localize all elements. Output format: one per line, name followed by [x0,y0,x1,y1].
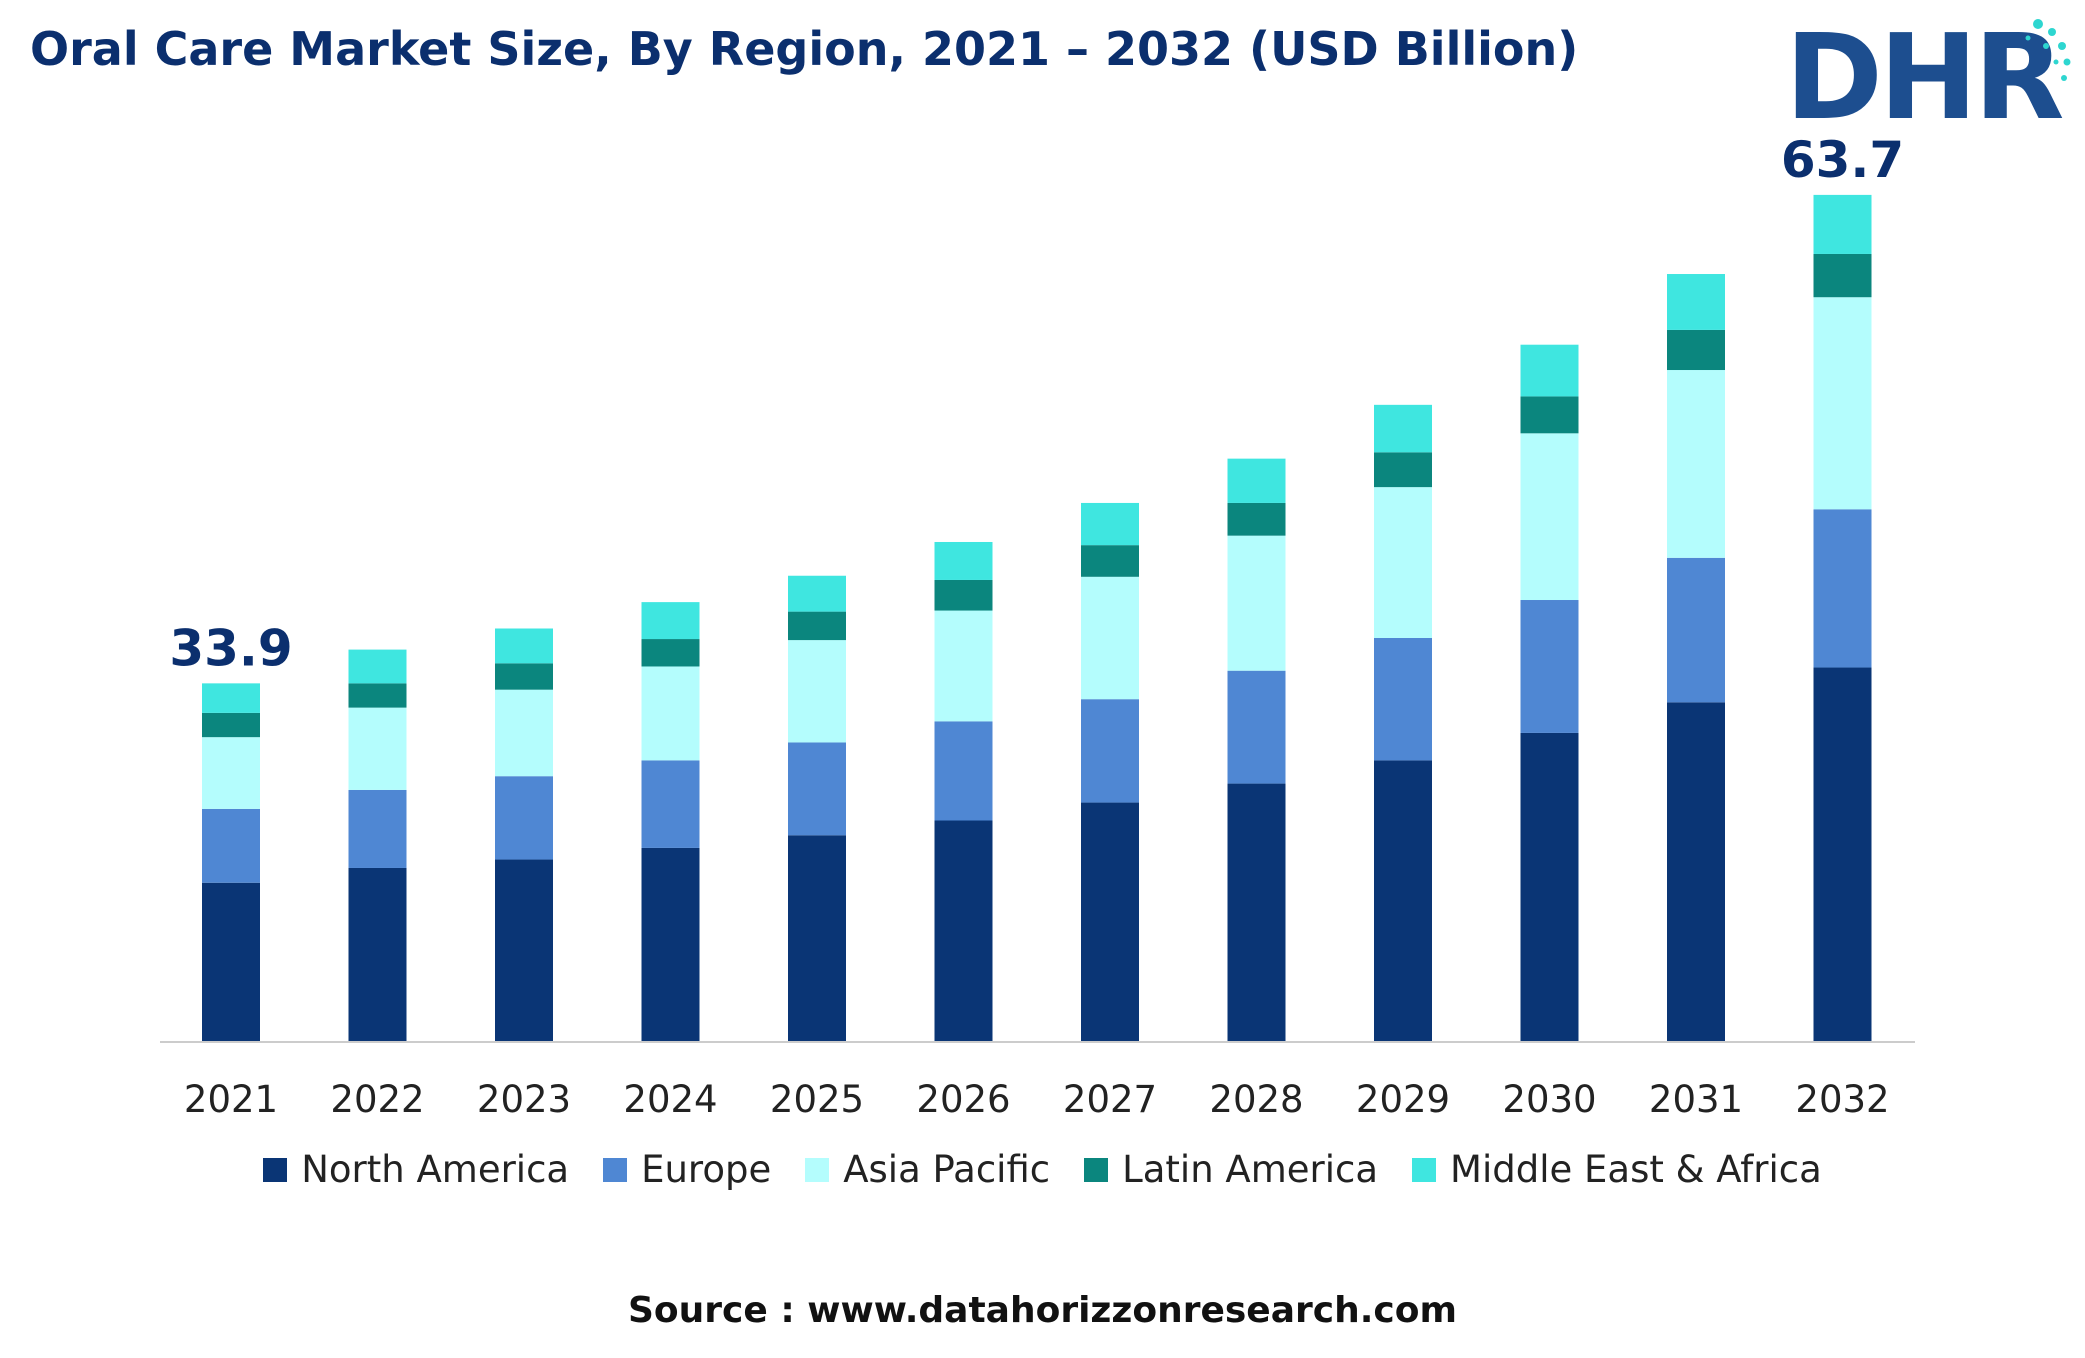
bar-2029-middle-east-and-africa [1374,404,1432,453]
bar-2021-europe [202,808,260,883]
bar-2027-latin-america [1081,545,1139,577]
bar-2024-middle-east-and-africa [641,602,700,640]
bar-2025-asia-pacific [788,640,846,743]
bar-2027-asia-pacific [1081,576,1139,700]
x-tick-label-2028: 2028 [1209,1078,1303,1121]
bar-2024-north-america [641,847,700,1041]
bar-2026-middle-east-and-africa [934,541,993,580]
bar-2023-asia-pacific [495,689,553,777]
x-tick-labels: 2021 2022 2023 2024 2025 2026 2027 2028 2029 2030… [184,1078,1890,1121]
x-tick-label-2025: 2025 [770,1078,864,1121]
x-tick-label-2031: 2031 [1649,1078,1743,1121]
bar-2025-middle-east-and-africa [788,575,846,612]
legend-item-asia-pacific: Asia Pacific [805,1148,1050,1191]
logo-dots-icon [2025,19,2071,81]
bar-2027-north-america [1081,802,1139,1041]
bar-2032-europe [1813,509,1872,668]
bar-2030-latin-america [1520,396,1579,434]
legend-label-latin-america: Latin America [1122,1148,1379,1191]
bar-2022-asia-pacific [348,707,407,790]
data-labels-group: 33.9 63.7 [169,131,1904,677]
bar-2030-north-america [1520,732,1579,1041]
bar-2028-north-america [1227,783,1286,1041]
bar-2026-north-america [934,820,993,1041]
bar-2022-latin-america [348,683,407,708]
bar-2021-north-america [202,882,260,1041]
data-label-2021: 33.9 [169,619,292,677]
bar-2026-europe [934,721,993,821]
bar-2028-asia-pacific [1227,535,1286,671]
bar-2023-north-america [495,859,553,1041]
x-tick-label-2029: 2029 [1356,1078,1450,1121]
legend-label-europe: Europe [641,1148,772,1191]
bar-2025-latin-america [788,611,846,641]
legend-swatch-asia-pacific [805,1157,830,1182]
legend-swatch-europe [603,1157,628,1182]
legend-item-europe: Europe [603,1148,771,1191]
dhr-logo: DHR [1785,10,2071,130]
bar-2028-middle-east-and-africa [1227,458,1286,503]
bar-2025-north-america [788,835,846,1041]
bar-2031-middle-east-and-africa [1667,274,1725,330]
legend-swatch-middle-east-and-africa [1412,1157,1437,1182]
bar-2032-latin-america [1813,253,1872,298]
bar-2030-middle-east-and-africa [1520,344,1579,397]
bar-2029-north-america [1374,760,1432,1041]
bar-2021-asia-pacific [202,737,260,809]
legend-label-north-america: North America [301,1148,570,1191]
bar-2024-asia-pacific [641,666,700,761]
bar-2025-europe [788,742,846,836]
x-tick-label-2024: 2024 [623,1078,717,1121]
bar-2027-europe [1081,699,1139,803]
bar-2032-asia-pacific [1813,297,1872,510]
x-tick-label-2021: 2021 [184,1078,278,1121]
bar-2027-middle-east-and-africa [1081,502,1139,546]
legend-item-latin-america: Latin America [1084,1148,1378,1191]
bar-2030-asia-pacific [1520,433,1579,601]
x-tick-label-2027: 2027 [1063,1078,1157,1121]
bar-2022-middle-east-and-africa [348,649,407,684]
bar-2023-latin-america [495,663,553,690]
bar-2032-middle-east-and-africa [1813,194,1872,254]
chart-title: Oral Care Market Size, By Region, 2021 –… [30,22,1579,76]
source-text: Source : www.datahorizzonresearch.com [628,1290,1457,1331]
legend-item-north-america: North America [263,1148,569,1191]
bar-2032-north-america [1813,667,1872,1041]
bar-2023-europe [495,776,553,860]
bar-2021-middle-east-and-africa [202,683,260,713]
bar-2029-latin-america [1374,452,1432,488]
bar-2028-europe [1227,670,1286,784]
bar-2031-latin-america [1667,329,1725,371]
x-tick-label-2026: 2026 [916,1078,1010,1121]
x-tick-label-2032: 2032 [1795,1078,1889,1121]
legend-swatch-latin-america [1084,1157,1109,1182]
bar-2024-latin-america [641,639,700,667]
x-tick-label-2022: 2022 [330,1078,424,1121]
bar-2031-north-america [1667,702,1725,1041]
bar-2021-latin-america [202,712,260,738]
bar-2028-latin-america [1227,502,1286,536]
legend: North America Europe Asia Pacific Latin Ame… [0,1148,2085,1191]
data-label-2032: 63.7 [1781,131,1904,189]
legend-label-asia-pacific: Asia Pacific [843,1148,1051,1191]
x-tick-label-2023: 2023 [477,1078,571,1121]
bar-2022-north-america [348,867,407,1041]
bar-2031-asia-pacific [1667,370,1725,558]
x-tick-label-2030: 2030 [1502,1078,1596,1121]
bar-2026-latin-america [934,579,993,611]
bar-2023-middle-east-and-africa [495,628,553,664]
bar-2031-europe [1667,557,1725,703]
bar-2024-europe [641,760,700,848]
logo-text: DHR [1785,10,2063,130]
bar-2029-europe [1374,637,1432,761]
legend-item-middle-east-and-africa: Middle East & Africa [1412,1148,1822,1191]
bar-2022-europe [348,789,407,868]
bar-2026-asia-pacific [934,610,993,722]
bar-2029-asia-pacific [1374,487,1432,638]
legend-label-middle-east-and-africa: Middle East & Africa [1450,1148,1822,1191]
bar-2030-europe [1520,600,1579,733]
bars-group [202,194,1872,1041]
legend-swatch-north-america [263,1157,288,1182]
